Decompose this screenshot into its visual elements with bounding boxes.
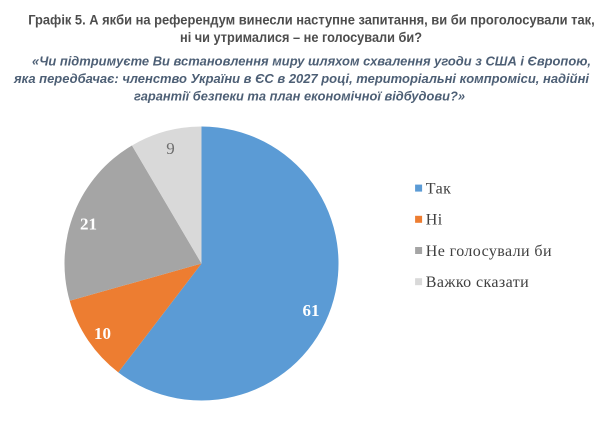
svg-text:ні чи утрималися – не голосува: ні чи утрималися – не голосували би? bbox=[180, 30, 422, 45]
svg-text:Не голосували би: Не голосували би bbox=[426, 243, 552, 260]
svg-text:21: 21 bbox=[80, 214, 97, 233]
svg-text:Ні: Ні bbox=[426, 212, 443, 229]
svg-text:10: 10 bbox=[94, 324, 111, 343]
svg-text:«Чи підтримуєте Ви встановленн: «Чи підтримуєте Ви встановлення миру шля… bbox=[32, 54, 591, 69]
svg-text:яка передбачає: членство Украї: яка передбачає: членство України в ЄС в … bbox=[13, 71, 589, 86]
svg-text:Графік 5. А якби на референдум: Графік 5. А якби на референдум винесли н… bbox=[28, 13, 595, 28]
svg-text:61: 61 bbox=[303, 301, 320, 320]
svg-text:9: 9 bbox=[166, 139, 175, 158]
svg-text:гарантії безпеки та план еконо: гарантії безпеки та план економічної від… bbox=[134, 89, 465, 104]
svg-text:Так: Так bbox=[426, 181, 451, 198]
svg-text:Важко сказати: Важко сказати bbox=[426, 274, 529, 291]
